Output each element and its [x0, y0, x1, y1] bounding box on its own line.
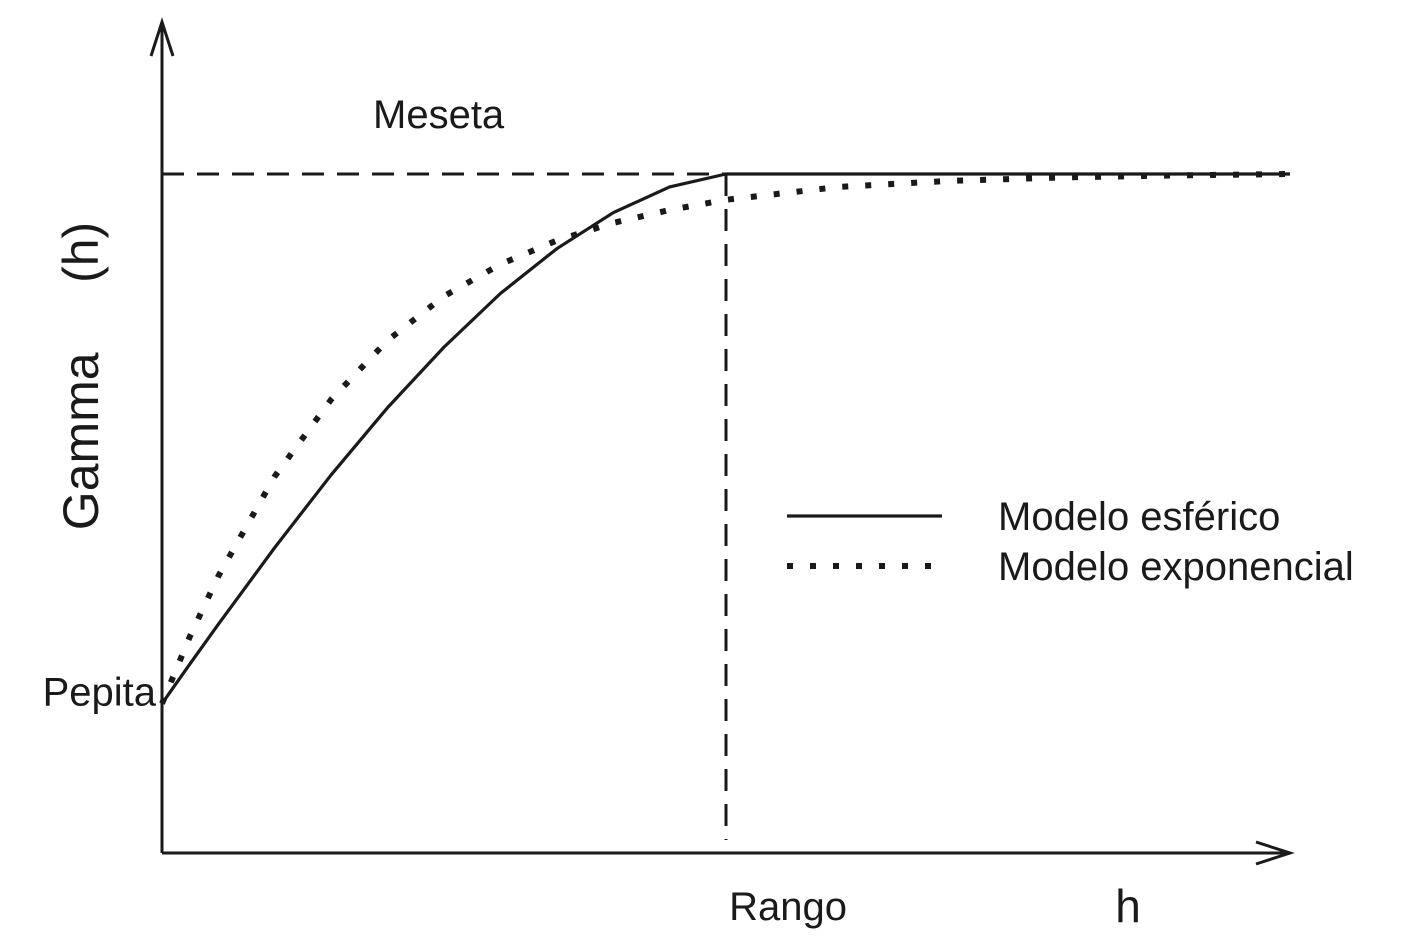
legend-label-spherical: Modelo esférico — [998, 495, 1280, 539]
x-axis-arrowhead — [1255, 840, 1295, 866]
legend: Modelo esférico Modelo exponencial — [787, 495, 1354, 589]
axes — [149, 17, 1295, 866]
y-axis-label: Gamma (h) — [53, 222, 109, 530]
sill-label: Meseta — [373, 93, 505, 137]
nugget-label: Pepita — [43, 671, 157, 715]
series-layer — [159, 171, 1291, 705]
x-axis-label: h — [1115, 880, 1141, 932]
series-line-spherical — [160, 172, 1290, 705]
y-axis-arrowhead — [149, 17, 175, 57]
legend-label-exponential: Modelo exponencial — [998, 545, 1354, 589]
range-label: Rango — [729, 885, 847, 929]
